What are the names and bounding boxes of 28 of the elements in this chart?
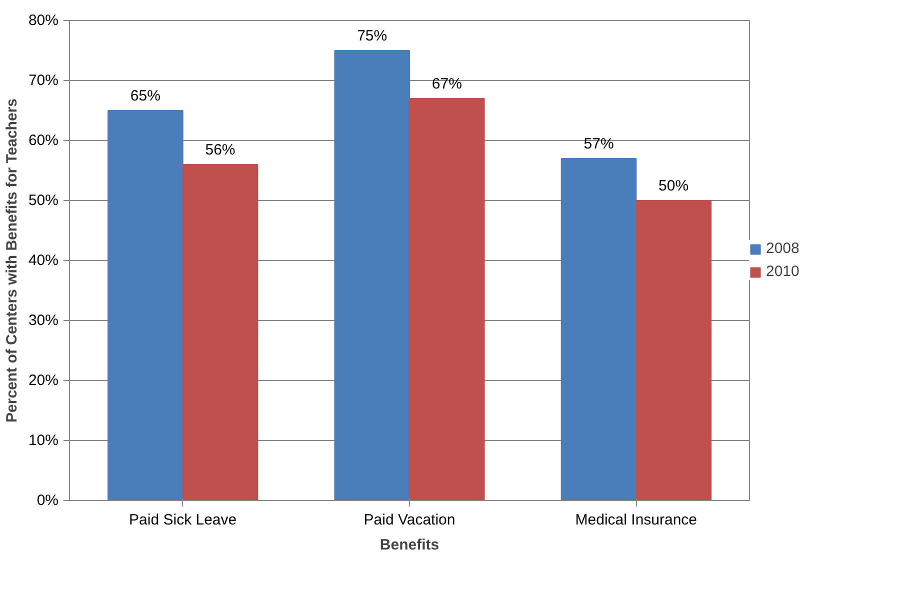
x-tick-label: Paid Sick Leave bbox=[129, 512, 237, 528]
bar bbox=[108, 110, 184, 500]
bar bbox=[334, 50, 410, 500]
y-tick-label: 70% bbox=[28, 72, 59, 89]
x-tick-label: Paid Vacation bbox=[364, 512, 456, 528]
y-tick-label: 80% bbox=[28, 12, 59, 29]
y-axis-title: Percent of Centers with Benefits for Teachers bbox=[3, 98, 20, 422]
bar bbox=[182, 164, 258, 500]
data-label: 56% bbox=[205, 142, 236, 158]
y-tick-label: 50% bbox=[28, 192, 59, 209]
y-tick-label: 60% bbox=[28, 132, 59, 149]
y-tick-label: 20% bbox=[28, 372, 59, 389]
legend-label: 2008 bbox=[766, 240, 800, 257]
y-tick-label: 10% bbox=[28, 432, 59, 449]
data-label: 57% bbox=[584, 136, 614, 152]
data-label: 75% bbox=[357, 28, 388, 44]
bar bbox=[636, 200, 712, 500]
data-label: 50% bbox=[658, 178, 689, 194]
data-label: 67% bbox=[432, 76, 462, 92]
bar bbox=[409, 98, 485, 500]
bar bbox=[560, 158, 637, 500]
x-axis-title: Benefits bbox=[380, 536, 440, 554]
y-tick-label: 0% bbox=[36, 492, 59, 509]
y-tick-label: 30% bbox=[28, 312, 59, 329]
data-label: 65% bbox=[130, 88, 160, 104]
legend-label: 2010 bbox=[766, 263, 800, 280]
y-tick-label: 40% bbox=[28, 252, 59, 269]
x-tick-label: Medical Insurance bbox=[575, 512, 698, 528]
